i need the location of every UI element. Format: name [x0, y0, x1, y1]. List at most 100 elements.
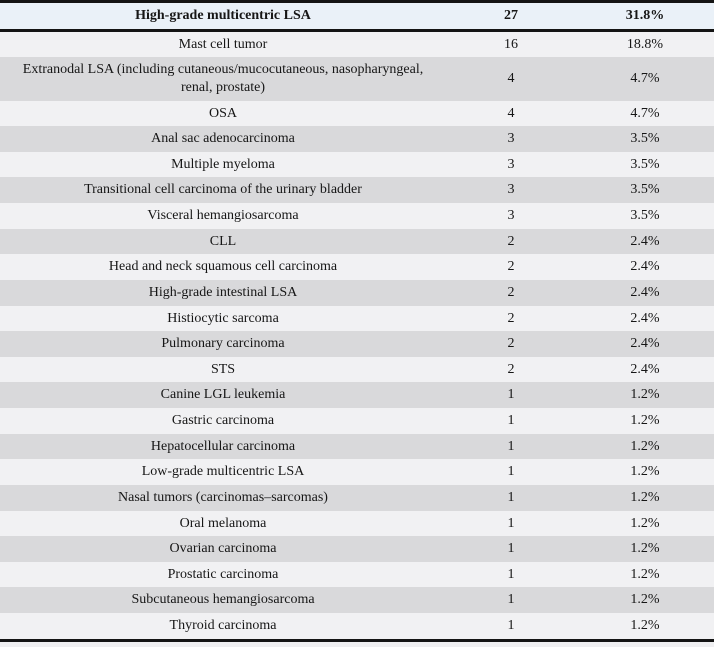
tumor-type-cell: Transitional cell carcinoma of the urina… — [0, 177, 446, 203]
count-cell: 27 — [446, 1, 576, 32]
tumor-type-cell: Visceral hemangiosarcoma — [0, 203, 446, 229]
count-cell: 1 — [446, 459, 576, 485]
table-row: Anal sac adenocarcinoma 3 3.5% — [0, 126, 714, 152]
table-row: OSA 4 4.7% — [0, 100, 714, 127]
count-cell: 3 — [446, 177, 576, 203]
count-cell: 1 — [446, 433, 576, 460]
table-row: Mast cell tumor 16 18.8% — [0, 30, 714, 58]
count-cell: 4 — [446, 100, 576, 127]
percent-cell: 3.5% — [576, 126, 714, 152]
table-row: Ovarian carcinoma 1 1.2% — [0, 536, 714, 562]
percent-cell: 2.4% — [576, 254, 714, 280]
percent-cell: 18.8% — [576, 30, 714, 58]
percent-cell: 2.4% — [576, 228, 714, 255]
count-cell: 1 — [446, 561, 576, 588]
percent-cell: 2.4% — [576, 279, 714, 306]
bottom-strip — [0, 641, 714, 647]
tumor-type-cell: Oral melanoma — [0, 510, 446, 537]
table-row: Transitional cell carcinoma of the urina… — [0, 177, 714, 203]
count-cell: 3 — [446, 151, 576, 178]
count-cell: 16 — [446, 30, 576, 58]
count-cell: 1 — [446, 382, 576, 408]
count-cell: 1 — [446, 408, 576, 434]
emphasized-table-row: High-grade multicentric LSA 27 31.8% — [0, 1, 714, 32]
tumor-type-cell: Thyroid carcinoma — [0, 613, 446, 641]
percent-cell: 3.5% — [576, 177, 714, 203]
count-cell: 2 — [446, 228, 576, 255]
tumor-type-cell: OSA — [0, 100, 446, 127]
tumor-type-cell: Pulmonary carcinoma — [0, 331, 446, 357]
count-cell: 1 — [446, 587, 576, 613]
count-cell: 1 — [446, 484, 576, 511]
table-row: Gastric carcinoma 1 1.2% — [0, 408, 714, 434]
table-row: Prostatic carcinoma 1 1.2% — [0, 561, 714, 588]
table-row: STS 2 2.4% — [0, 356, 714, 383]
count-cell: 2 — [446, 331, 576, 357]
count-cell: 2 — [446, 254, 576, 280]
percent-cell: 2.4% — [576, 305, 714, 332]
tumor-type-cell: Nasal tumors (carcinomas–sarcomas) — [0, 484, 446, 511]
count-cell: 2 — [446, 356, 576, 383]
table-row: High-grade intestinal LSA 2 2.4% — [0, 279, 714, 306]
percent-cell: 4.7% — [576, 57, 714, 101]
tumor-type-cell: High-grade intestinal LSA — [0, 279, 446, 306]
tumor-type-cell: High-grade multicentric LSA — [0, 1, 446, 32]
tumor-type-cell: Canine LGL leukemia — [0, 382, 446, 408]
percent-cell: 1.2% — [576, 613, 714, 641]
percent-cell: 1.2% — [576, 459, 714, 485]
table-row: Subcutaneous hemangiosarcoma 1 1.2% — [0, 587, 714, 613]
table-row: Hepatocellular carcinoma 1 1.2% — [0, 433, 714, 460]
percent-cell: 31.8% — [576, 1, 714, 32]
table-row: Low-grade multicentric LSA 1 1.2% — [0, 459, 714, 485]
tumor-type-cell: Mast cell tumor — [0, 30, 446, 58]
percent-cell: 1.2% — [576, 536, 714, 562]
count-cell: 1 — [446, 536, 576, 562]
table-row: Pulmonary carcinoma 2 2.4% — [0, 331, 714, 357]
tumor-type-cell: Ovarian carcinoma — [0, 536, 446, 562]
tumor-type-cell: Multiple myeloma — [0, 151, 446, 178]
table-row: Thyroid carcinoma 1 1.2% — [0, 613, 714, 641]
table-row: Extranodal LSA (including cutaneous/muco… — [0, 57, 714, 101]
percent-cell: 1.2% — [576, 382, 714, 408]
tumor-type-cell: CLL — [0, 228, 446, 255]
percent-cell: 1.2% — [576, 433, 714, 460]
tumor-type-cell: Prostatic carcinoma — [0, 561, 446, 588]
percent-cell: 3.5% — [576, 203, 714, 229]
tumor-type-cell: Histiocytic sarcoma — [0, 305, 446, 332]
percent-cell: 1.2% — [576, 510, 714, 537]
tumor-type-cell: Gastric carcinoma — [0, 408, 446, 434]
table-row: CLL 2 2.4% — [0, 228, 714, 255]
table-row: Head and neck squamous cell carcinoma 2 2.… — [0, 254, 714, 280]
count-cell: 3 — [446, 203, 576, 229]
percent-cell: 3.5% — [576, 151, 714, 178]
tumor-type-cell: Anal sac adenocarcinoma — [0, 126, 446, 152]
percent-cell: 1.2% — [576, 561, 714, 588]
table-row: Nasal tumors (carcinomas–sarcomas) 1 1.2% — [0, 484, 714, 511]
count-cell: 3 — [446, 126, 576, 152]
table-row: Canine LGL leukemia 1 1.2% — [0, 382, 714, 408]
tumor-type-cell: Subcutaneous hemangiosarcoma — [0, 587, 446, 613]
tumor-type-cell: Low-grade multicentric LSA — [0, 459, 446, 485]
percent-cell: 1.2% — [576, 587, 714, 613]
table-row: Visceral hemangiosarcoma 3 3.5% — [0, 203, 714, 229]
count-cell: 4 — [446, 57, 576, 101]
tumor-type-cell: STS — [0, 356, 446, 383]
table-row: Multiple myeloma 3 3.5% — [0, 151, 714, 178]
percent-cell: 2.4% — [576, 356, 714, 383]
percent-cell: 2.4% — [576, 331, 714, 357]
count-cell: 2 — [446, 305, 576, 332]
percent-cell: 4.7% — [576, 100, 714, 127]
percent-cell: 1.2% — [576, 408, 714, 434]
tumor-type-cell: Extranodal LSA (including cutaneous/muco… — [0, 57, 446, 101]
tumor-type-cell: Hepatocellular carcinoma — [0, 433, 446, 460]
table-row: Oral melanoma 1 1.2% — [0, 510, 714, 537]
count-cell: 1 — [446, 613, 576, 641]
percent-cell: 1.2% — [576, 484, 714, 511]
count-cell: 2 — [446, 279, 576, 306]
table-row: Histiocytic sarcoma 2 2.4% — [0, 305, 714, 332]
count-cell: 1 — [446, 510, 576, 537]
tumor-type-cell: Head and neck squamous cell carcinoma — [0, 254, 446, 280]
